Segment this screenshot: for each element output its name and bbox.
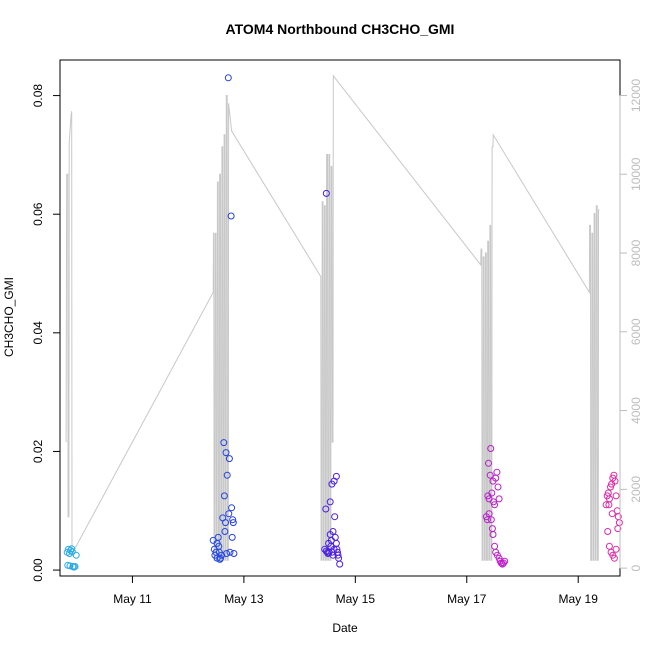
- data-point: [324, 550, 332, 557]
- data-point: [615, 519, 623, 527]
- y2-tick-label: 0: [629, 564, 643, 571]
- x-tick-label: May 11: [113, 592, 152, 606]
- data-point: [225, 510, 233, 518]
- data-point: [604, 528, 612, 535]
- data-point: [227, 212, 235, 220]
- data-point: [228, 504, 236, 512]
- data-point: [228, 533, 236, 541]
- data-point: [229, 516, 237, 524]
- y2-tick-label: 8000: [629, 239, 643, 266]
- data-point: [322, 505, 330, 513]
- data-point: [332, 472, 340, 480]
- x-tick-label: May 19: [559, 592, 599, 606]
- data-point: [605, 542, 613, 550]
- ch3cho-series: [63, 74, 623, 571]
- y-tick-label: 0.06: [31, 202, 45, 226]
- data-point: [612, 545, 620, 553]
- data-point: [611, 477, 619, 485]
- data-point: [497, 559, 505, 567]
- data-point: [487, 445, 495, 452]
- plot-frame: [59, 59, 621, 577]
- x-tick-label: May 17: [447, 592, 487, 606]
- data-point: [500, 559, 507, 567]
- data-point: [334, 551, 342, 559]
- data-point: [327, 536, 335, 544]
- data-point: [485, 510, 493, 518]
- data-point: [224, 74, 232, 82]
- data-point: [608, 510, 616, 518]
- data-point: [495, 495, 503, 503]
- data-point: [71, 563, 79, 570]
- data-point: [230, 550, 238, 557]
- data-point: [605, 501, 613, 509]
- y2-tick-label: 4000: [629, 397, 643, 424]
- y-tick-label: 0.00: [31, 558, 45, 582]
- x-tick-label: May 13: [224, 592, 264, 606]
- data-point: [493, 468, 501, 476]
- x-axis: May 11 May 13 May 15 May 17 May 19: [113, 575, 599, 606]
- y-axis-right: 0 2000 4000 6000 8000 10000 12000: [619, 78, 643, 571]
- data-point: [484, 492, 492, 500]
- data-point: [68, 545, 76, 553]
- y-tick-label: 0.02: [31, 439, 45, 463]
- data-point: [331, 513, 339, 521]
- data-point: [216, 555, 224, 563]
- data-point: [614, 525, 622, 533]
- data-point: [220, 492, 228, 500]
- data-point: [225, 455, 233, 463]
- data-point: [223, 471, 231, 479]
- data-point: [485, 459, 492, 467]
- data-point: [214, 533, 222, 541]
- data-point: [66, 562, 74, 570]
- data-point: [325, 548, 333, 556]
- data-point: [336, 560, 344, 568]
- data-point: [68, 548, 76, 556]
- data-point: [494, 483, 502, 491]
- y-axis-label: CH3CHO_GMI: [2, 277, 16, 357]
- data-point: [221, 528, 229, 535]
- x-tick-label: May 15: [336, 592, 376, 606]
- data-point: [602, 501, 610, 509]
- data-point: [326, 498, 334, 506]
- data-point: [487, 516, 495, 524]
- y2-tick-label: 12000: [629, 78, 643, 112]
- altitude-series: [65, 74, 600, 561]
- data-point: [222, 449, 230, 457]
- y-tick-label: 0.04: [31, 321, 45, 345]
- data-point: [322, 189, 330, 197]
- data-point: [488, 525, 496, 533]
- data-point: [72, 551, 80, 559]
- data-point: [220, 439, 228, 447]
- data-point: [491, 501, 499, 509]
- data-point: [67, 547, 75, 554]
- data-point: [329, 528, 337, 535]
- chart-title: ATOM4 Northbound CH3CHO_GMI: [226, 21, 455, 37]
- y-axis-left: 0.00 0.02 0.04 0.06 0.08: [31, 84, 61, 582]
- data-point: [229, 519, 237, 527]
- data-point: [223, 550, 231, 557]
- y2-tick-label: 2000: [629, 476, 643, 503]
- altitude-line: [65, 74, 600, 561]
- data-point: [486, 471, 494, 479]
- data-point: [222, 519, 229, 527]
- data-point: [610, 554, 618, 562]
- data-point: [612, 492, 620, 500]
- data-point: [501, 557, 509, 565]
- data-point: [226, 548, 234, 556]
- data-point: [491, 542, 499, 550]
- y2-tick-label: 10000: [629, 157, 643, 191]
- y2-tick-label: 6000: [629, 318, 643, 345]
- x-axis-label: Date: [332, 621, 358, 635]
- y-tick-label: 0.08: [31, 84, 45, 108]
